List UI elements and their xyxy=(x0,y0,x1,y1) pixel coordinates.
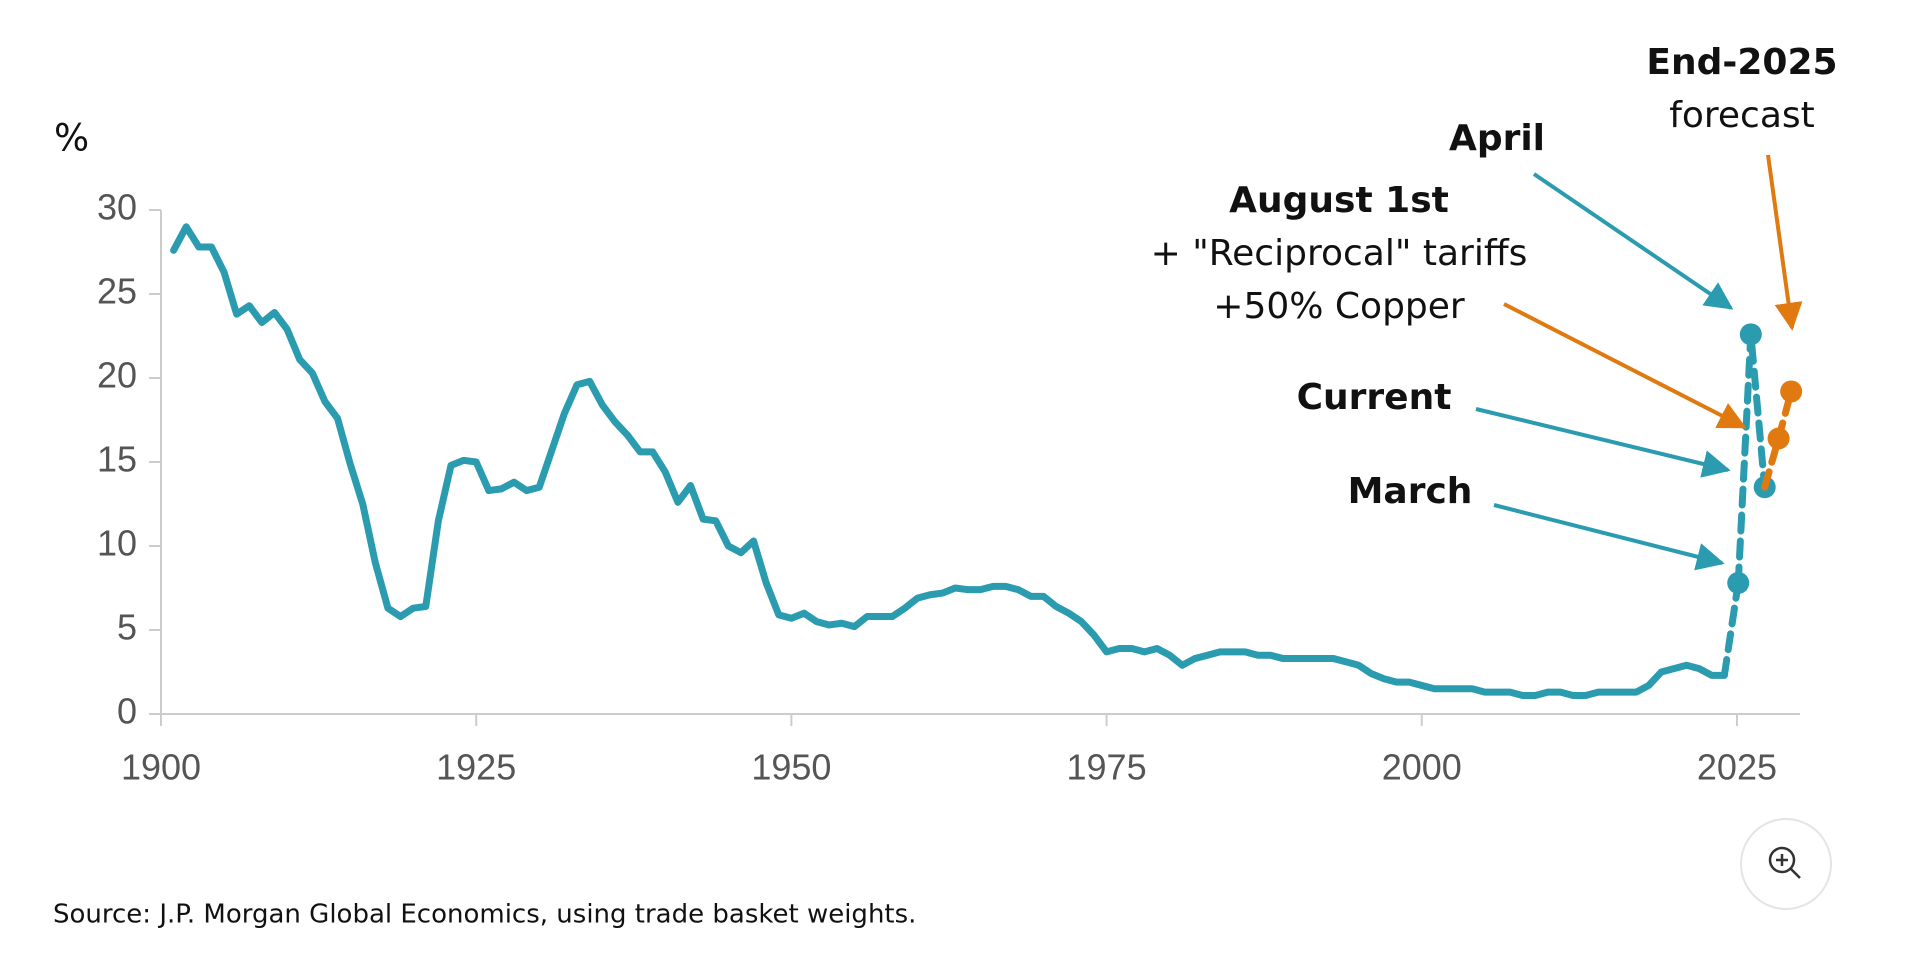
y-tick-label: 20 xyxy=(97,355,137,396)
series-line xyxy=(1734,330,1769,587)
x-tick-label: 1950 xyxy=(751,747,831,788)
x-tick-label: 1925 xyxy=(436,747,516,788)
point xyxy=(1727,571,1750,594)
annotation-arrow xyxy=(1503,302,1747,429)
y-tick-label: 5 xyxy=(117,607,137,648)
annotation-arrow xyxy=(1766,154,1803,331)
annotation-arrow xyxy=(1475,407,1731,478)
series-line xyxy=(170,223,1728,700)
x-tick-label: 2000 xyxy=(1382,747,1462,788)
connector xyxy=(1720,579,1742,679)
annotation: forecast xyxy=(1669,95,1815,136)
point xyxy=(1739,323,1762,346)
x-tick-label: 2025 xyxy=(1697,747,1777,788)
point xyxy=(1767,427,1790,450)
point xyxy=(1780,380,1803,403)
y-unit-label: % xyxy=(54,117,89,160)
source: Source: J.P. Morgan Global Economics, us… xyxy=(53,900,916,930)
annotation: +50% Copper xyxy=(1213,286,1465,327)
zoom-icon-lines[interactable] xyxy=(1776,854,1801,879)
zoom-icon[interactable] xyxy=(1768,846,1796,874)
annotation: + "Reciprocal" tariffs xyxy=(1151,233,1528,274)
annotation-arrow xyxy=(1532,172,1734,310)
x-tick-label: 1975 xyxy=(1067,747,1147,788)
annotation-arrow xyxy=(1493,503,1725,571)
y-tick-label: 10 xyxy=(97,523,137,564)
y-tick-label: 25 xyxy=(97,271,137,312)
x-tick-label: 1900 xyxy=(121,747,201,788)
zoom-circle[interactable] xyxy=(1740,818,1832,910)
zoom-button[interactable] xyxy=(1740,818,1832,910)
y-tick-label: 0 xyxy=(117,691,137,732)
y-tick-label: 30 xyxy=(97,187,137,228)
annotation: End-2025 xyxy=(1646,42,1837,83)
annotation: August 1st xyxy=(1229,180,1449,221)
annotation: March xyxy=(1348,471,1473,512)
y-tick-label: 15 xyxy=(97,439,137,480)
annotation: Current xyxy=(1297,377,1452,418)
annotation: April xyxy=(1449,118,1545,159)
